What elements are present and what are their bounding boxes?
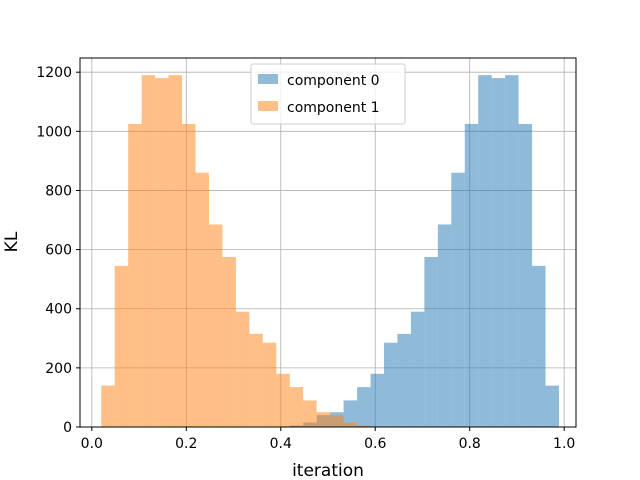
bar-component-1-bin-6: [182, 123, 196, 428]
bar-component-1-bin-0: [101, 385, 115, 427]
bar-component-0-bin-32: [532, 265, 546, 427]
bar-component-0-bin-24: [424, 256, 438, 427]
legend-label-component-0: component 0: [287, 73, 380, 89]
legend: component 0 component 1: [250, 63, 406, 125]
bar-component-1-bin-19: [357, 425, 371, 427]
y-tick-label: 200: [45, 361, 72, 377]
legend-swatch-component-1: [258, 101, 278, 111]
bar-component-0-bin-19: [357, 387, 371, 427]
bar-component-0-bin-27: [464, 123, 479, 428]
bar-component-0-bin-28: [478, 75, 492, 427]
bar-component-1-bin-7: [195, 172, 209, 427]
x-axis-label: iteration: [292, 461, 364, 480]
x-axis-ticks: 0.0 0.2 0.4 0.6 0.8 1.0: [81, 427, 575, 452]
bar-component-1-bin-9: [222, 256, 236, 427]
bar-component-1-bin-12: [262, 342, 277, 427]
y-tick-label: 600: [45, 243, 72, 259]
bar-component-0-bin-18: [343, 400, 358, 427]
bar-component-1-bin-17: [330, 415, 344, 427]
x-tick-label: 0.8: [459, 436, 481, 452]
legend-label-component-1: component 1: [287, 100, 380, 116]
bar-component-0-bin-21: [383, 342, 398, 427]
bar-component-0-bin-25: [437, 224, 452, 427]
bar-component-1-bin-11: [249, 333, 263, 427]
y-tick-label: 1200: [36, 65, 72, 81]
bar-component-0-bin-23: [410, 311, 425, 427]
series-component-0: [289, 75, 559, 428]
bar-component-1-bin-2: [128, 123, 142, 428]
bar-component-1-bin-1: [114, 265, 129, 427]
bar-component-1-bin-4: [155, 78, 169, 427]
series-component-1: [101, 75, 371, 428]
bar-component-1-bin-10: [235, 311, 250, 427]
bar-component-0-bin-31: [518, 123, 533, 428]
bar-component-0-bin-22: [397, 333, 411, 427]
bar-component-1-bin-18: [343, 422, 358, 427]
bar-component-1-bin-3: [141, 75, 156, 427]
x-tick-label: 0.6: [364, 436, 386, 452]
y-tick-label: 400: [45, 302, 72, 318]
bar-component-1-bin-8: [208, 224, 223, 427]
y-axis-label: KL: [2, 231, 22, 252]
y-tick-label: 0: [63, 420, 72, 436]
plot-frame: [79, 57, 577, 428]
x-tick-label: 0.4: [270, 436, 292, 452]
bar-component-1-bin-14: [289, 387, 304, 427]
bar-component-1-bin-5: [168, 75, 183, 427]
y-tick-label: 800: [45, 183, 72, 199]
bar-component-1-bin-15: [303, 400, 317, 427]
bar-component-0-bin-20: [370, 373, 384, 427]
bar-component-0-bin-29: [491, 78, 506, 427]
legend-box: [250, 63, 406, 125]
x-tick-label: 1.0: [553, 436, 575, 452]
bar-component-0-bin-33: [545, 385, 559, 427]
bar-component-0-bin-30: [505, 75, 519, 427]
bar-component-1-bin-13: [276, 373, 290, 427]
y-axis-ticks: 0 200 400 600 800 1000 1200: [36, 65, 80, 436]
bar-component-1-bin-16: [316, 412, 331, 427]
bar-component-0-bin-26: [451, 172, 465, 427]
x-tick-label: 0.2: [175, 436, 197, 452]
y-tick-label: 1000: [36, 124, 72, 140]
x-tick-label: 0.0: [81, 436, 103, 452]
legend-swatch-component-0: [258, 74, 278, 84]
